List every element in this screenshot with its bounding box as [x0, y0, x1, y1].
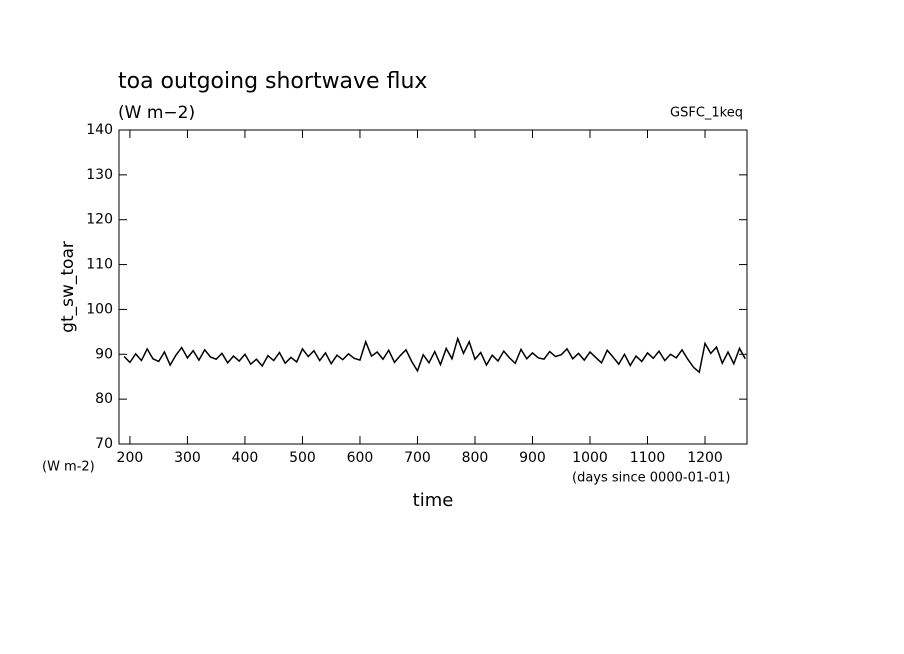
- x-tick-label: 1000: [572, 450, 608, 466]
- y-tick-label: 70: [95, 436, 113, 452]
- y-axis-units: (W m-2): [42, 460, 95, 475]
- x-tick-label: 400: [232, 450, 259, 466]
- x-tick-label: 900: [519, 450, 546, 466]
- x-tick-label: 800: [462, 450, 489, 466]
- plot-frame: [118, 129, 748, 445]
- y-tick-label: 140: [86, 122, 113, 138]
- y-axis-label: gt_sw_toar: [58, 241, 78, 333]
- x-tick-label: 1200: [687, 450, 723, 466]
- x-tick-label: 700: [404, 450, 431, 466]
- y-tick-label: 90: [95, 346, 113, 362]
- data-line: [123, 336, 746, 374]
- x-tick-label: 300: [174, 450, 201, 466]
- y-tick-label: 120: [86, 212, 113, 228]
- chart-title: toa outgoing shortwave flux: [118, 69, 427, 94]
- x-tick-label: 200: [117, 450, 144, 466]
- annotation: GSFC_1keq: [670, 106, 743, 121]
- y-tick-label: 110: [86, 257, 113, 273]
- x-axis-units: (days since 0000-01-01): [572, 471, 730, 486]
- x-axis-label: time: [413, 490, 454, 511]
- y-tick-label: 80: [95, 391, 113, 407]
- x-tick-label: 600: [347, 450, 374, 466]
- y-tick-label: 100: [86, 301, 113, 317]
- x-tick-label: 500: [289, 450, 316, 466]
- y-tick-label: 130: [86, 167, 113, 183]
- x-tick-label: 1100: [630, 450, 666, 466]
- chart-subtitle: (W m−2): [118, 103, 195, 123]
